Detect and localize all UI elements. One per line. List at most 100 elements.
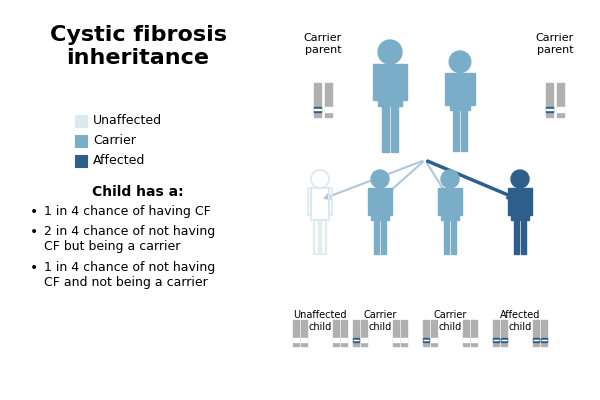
Bar — [473, 331, 476, 335]
Bar — [333, 320, 338, 333]
Text: 1 in 4 chance of not having
CF and not being a carrier: 1 in 4 chance of not having CF and not b… — [44, 261, 215, 289]
Bar — [361, 333, 367, 346]
Bar — [494, 331, 497, 335]
Bar — [326, 97, 331, 103]
Bar — [314, 220, 319, 254]
Bar — [393, 338, 398, 342]
Bar — [362, 331, 365, 335]
Bar — [301, 320, 307, 333]
Bar — [379, 64, 401, 106]
Bar — [314, 100, 321, 117]
Text: Carrier
child: Carrier child — [364, 310, 397, 332]
Bar — [559, 97, 562, 103]
Text: •: • — [30, 261, 38, 275]
Bar — [361, 320, 367, 333]
Bar — [75, 155, 87, 167]
Bar — [333, 333, 338, 346]
Text: Affected: Affected — [93, 154, 145, 168]
Bar — [546, 107, 553, 112]
Bar — [75, 135, 87, 147]
Bar — [472, 338, 477, 342]
Circle shape — [449, 51, 471, 73]
Bar — [493, 338, 499, 342]
Bar — [325, 100, 332, 117]
Bar — [382, 106, 389, 152]
Bar — [381, 220, 386, 254]
Bar — [301, 338, 307, 342]
Bar — [393, 320, 398, 333]
Text: Cystic fibrosis
inheritance: Cystic fibrosis inheritance — [49, 25, 227, 68]
Bar — [325, 83, 332, 100]
Bar — [353, 320, 359, 333]
Bar — [334, 331, 337, 335]
Bar — [502, 338, 507, 342]
Bar — [463, 338, 469, 342]
Bar — [393, 333, 398, 346]
Bar — [533, 320, 539, 333]
Bar — [371, 188, 389, 220]
Bar — [433, 331, 436, 335]
Bar — [546, 100, 553, 117]
Bar — [444, 220, 449, 254]
Bar — [503, 331, 506, 335]
Circle shape — [371, 170, 389, 188]
Text: Carrier
parent: Carrier parent — [536, 33, 574, 55]
Bar — [464, 331, 467, 335]
Bar — [502, 333, 507, 346]
Bar — [401, 320, 407, 333]
Bar — [295, 331, 298, 335]
Bar — [401, 64, 407, 100]
Bar — [423, 320, 428, 333]
Bar — [508, 188, 511, 215]
Bar — [368, 188, 371, 215]
Bar — [314, 107, 321, 112]
Bar — [423, 333, 428, 346]
Bar — [463, 320, 469, 333]
Bar — [343, 331, 346, 335]
Bar — [293, 333, 299, 346]
Bar — [314, 83, 321, 100]
Text: Unaffected
child: Unaffected child — [293, 310, 347, 332]
Bar — [445, 73, 449, 105]
Bar — [311, 188, 329, 220]
Bar — [389, 188, 392, 215]
Bar — [472, 320, 477, 333]
Bar — [463, 333, 469, 346]
Bar — [541, 333, 547, 346]
Circle shape — [378, 40, 402, 64]
Bar — [293, 338, 299, 342]
Bar — [493, 333, 499, 346]
Bar — [472, 333, 477, 346]
Bar — [502, 320, 507, 333]
Bar — [314, 109, 321, 110]
Text: •: • — [30, 225, 38, 239]
Bar — [557, 107, 564, 112]
Text: Carrier
parent: Carrier parent — [304, 33, 342, 55]
Bar — [437, 188, 442, 215]
Bar — [493, 320, 499, 333]
Bar — [546, 109, 553, 110]
Bar — [546, 83, 553, 100]
Bar — [302, 331, 305, 335]
Bar — [431, 333, 437, 346]
Bar — [321, 220, 326, 254]
Bar — [341, 338, 347, 342]
Text: Affected
child: Affected child — [500, 310, 540, 332]
Bar — [461, 110, 467, 152]
Bar — [361, 338, 367, 342]
Bar — [353, 333, 359, 346]
Bar — [541, 320, 547, 333]
Circle shape — [511, 170, 529, 188]
Bar — [548, 97, 551, 103]
Bar — [403, 331, 406, 335]
Bar — [333, 338, 338, 342]
Bar — [458, 188, 463, 215]
Text: Carrier
child: Carrier child — [433, 310, 467, 332]
Bar — [374, 220, 379, 254]
Text: Unaffected: Unaffected — [93, 114, 162, 128]
Text: Child has a:: Child has a: — [92, 185, 184, 199]
Bar — [329, 188, 332, 215]
Bar — [521, 220, 526, 254]
Text: Carrier: Carrier — [93, 134, 136, 148]
Bar — [401, 333, 407, 346]
